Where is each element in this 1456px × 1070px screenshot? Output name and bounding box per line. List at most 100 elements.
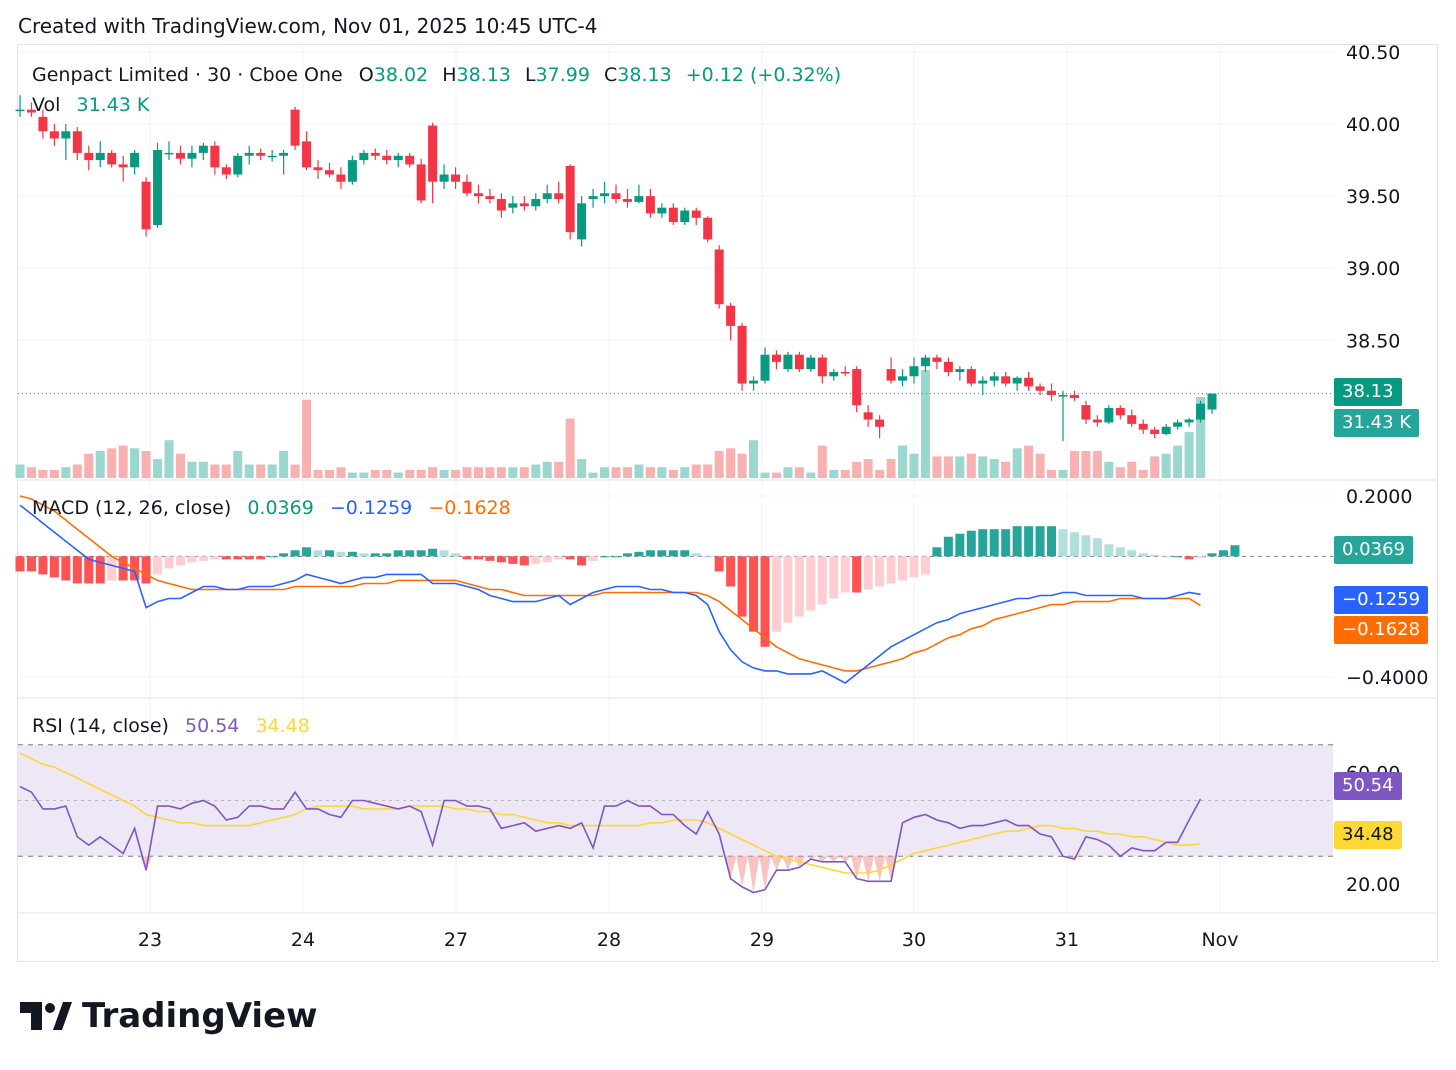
close-label: C [604,64,618,86]
price-legend: Genpact Limited · 30 · Cboe One O38.02 H… [32,64,841,86]
rsi-legend: RSI (14, close) 50.54 34.48 [32,715,310,737]
macd-hist-tag: 0.0369 [1334,536,1413,564]
volume-bar [49,469,59,478]
macd-hist-bar [198,556,208,561]
volume-bar [473,467,483,478]
candle-body [336,174,346,182]
time-axis-tick: 27 [444,929,468,951]
candle-body [15,109,25,112]
price-axis-tick: 38.50 [1346,330,1400,352]
volume-bar [1184,432,1194,478]
candle-body [118,164,128,168]
candle-body [164,152,174,155]
candle-body [141,181,151,230]
macd-hist-bar [531,556,541,564]
candle-body [817,357,827,377]
macd-hist-bar [886,556,896,584]
candle-body [737,325,747,384]
volume-bar [966,453,976,478]
volume-bar [920,370,930,478]
candle-body [1207,393,1217,410]
macd-hist-bar [817,556,827,605]
macd-hist-bar [668,550,678,557]
macd-hist-bar [645,550,655,557]
candle-body [1161,426,1171,434]
volume-bar [370,469,380,478]
volume-bar [519,467,529,478]
macd-hist-bar [1012,526,1022,557]
candle-body [783,354,793,370]
volume-bar [714,451,724,478]
macd-hist-bar [657,550,667,557]
volume-tag: 31.43 K [1334,409,1420,437]
macd-label: MACD (12, 26, close) [32,497,232,519]
macd-hist-bar [978,529,988,557]
candle-body [462,181,472,194]
candle-body [703,217,713,240]
symbol-label: Genpact Limited · 30 · Cboe One [32,64,343,86]
macd-hist-bar [462,556,472,560]
volume-bar [405,469,415,478]
macd-hist-bar [1127,550,1137,557]
tradingview-logo-icon [20,1002,72,1030]
volume-bar [439,469,449,478]
candle-body [645,196,655,214]
macd-hist-bar [26,556,36,572]
candle-body [38,116,48,132]
macd-legend: MACD (12, 26, close) 0.0369 −0.1259 −0.1… [32,497,511,519]
volume-bar [221,464,231,478]
open-value: 38.02 [373,64,429,86]
candle-body [1047,390,1057,396]
candle-body [840,371,850,374]
macd-hist-bar [714,556,724,572]
rsi-oversold-fill [140,856,1081,893]
macd-hist-bar [542,556,552,563]
macd-hist-bar [577,556,587,566]
macd-hist-bar [107,556,117,581]
rsi-axis-tick: 20.00 [1346,874,1400,896]
candle-body [1127,415,1137,424]
time-axis-tick: 23 [138,929,162,951]
volume-legend: Vol 31.43 K [32,94,149,116]
volume-bar [187,461,197,478]
macd-hist-bar [554,556,564,560]
macd-hist-bar [1173,556,1183,558]
volume-bar [1081,451,1091,478]
rsi-label: RSI (14, close) [32,715,169,737]
macd-hist-bar [416,550,426,557]
chart-caption: Created with TradingView.com, Nov 01, 20… [18,14,598,38]
macd-hist-bar [256,556,266,560]
candle-body [405,155,415,165]
candle-body [49,131,59,139]
macd-line-tag: −0.1259 [1334,586,1429,614]
candle-body [393,155,403,161]
candle-body [519,203,529,207]
macd-hist-bar [1104,544,1114,557]
price-tag: 38.13 [1334,378,1402,406]
candle-body [691,210,701,218]
macd-hist-bar [49,556,59,578]
volume-bar [1035,453,1045,478]
candle-body [416,164,426,201]
volume-bar [542,461,552,478]
candle-body [347,160,357,182]
candle-body [875,419,885,427]
macd-hist-bar [244,556,254,560]
candle-body [302,141,312,168]
volume-bar [175,453,185,478]
volume-bar [932,456,942,478]
macd-hist-bar [324,550,334,557]
volume-bar [1058,469,1068,478]
volume-bar [645,467,655,478]
candle-body [1081,405,1091,420]
candle-body [324,170,334,175]
tradingview-logo[interactable]: TradingView [20,996,318,1036]
volume-bar [783,467,793,478]
macd-hist-bar [783,556,793,623]
price-axis-tick: 39.50 [1346,186,1400,208]
candle-body [279,152,289,156]
volume-bar [978,456,988,478]
macd-hist-bar [760,556,770,647]
macd-hist-bar [863,556,873,590]
